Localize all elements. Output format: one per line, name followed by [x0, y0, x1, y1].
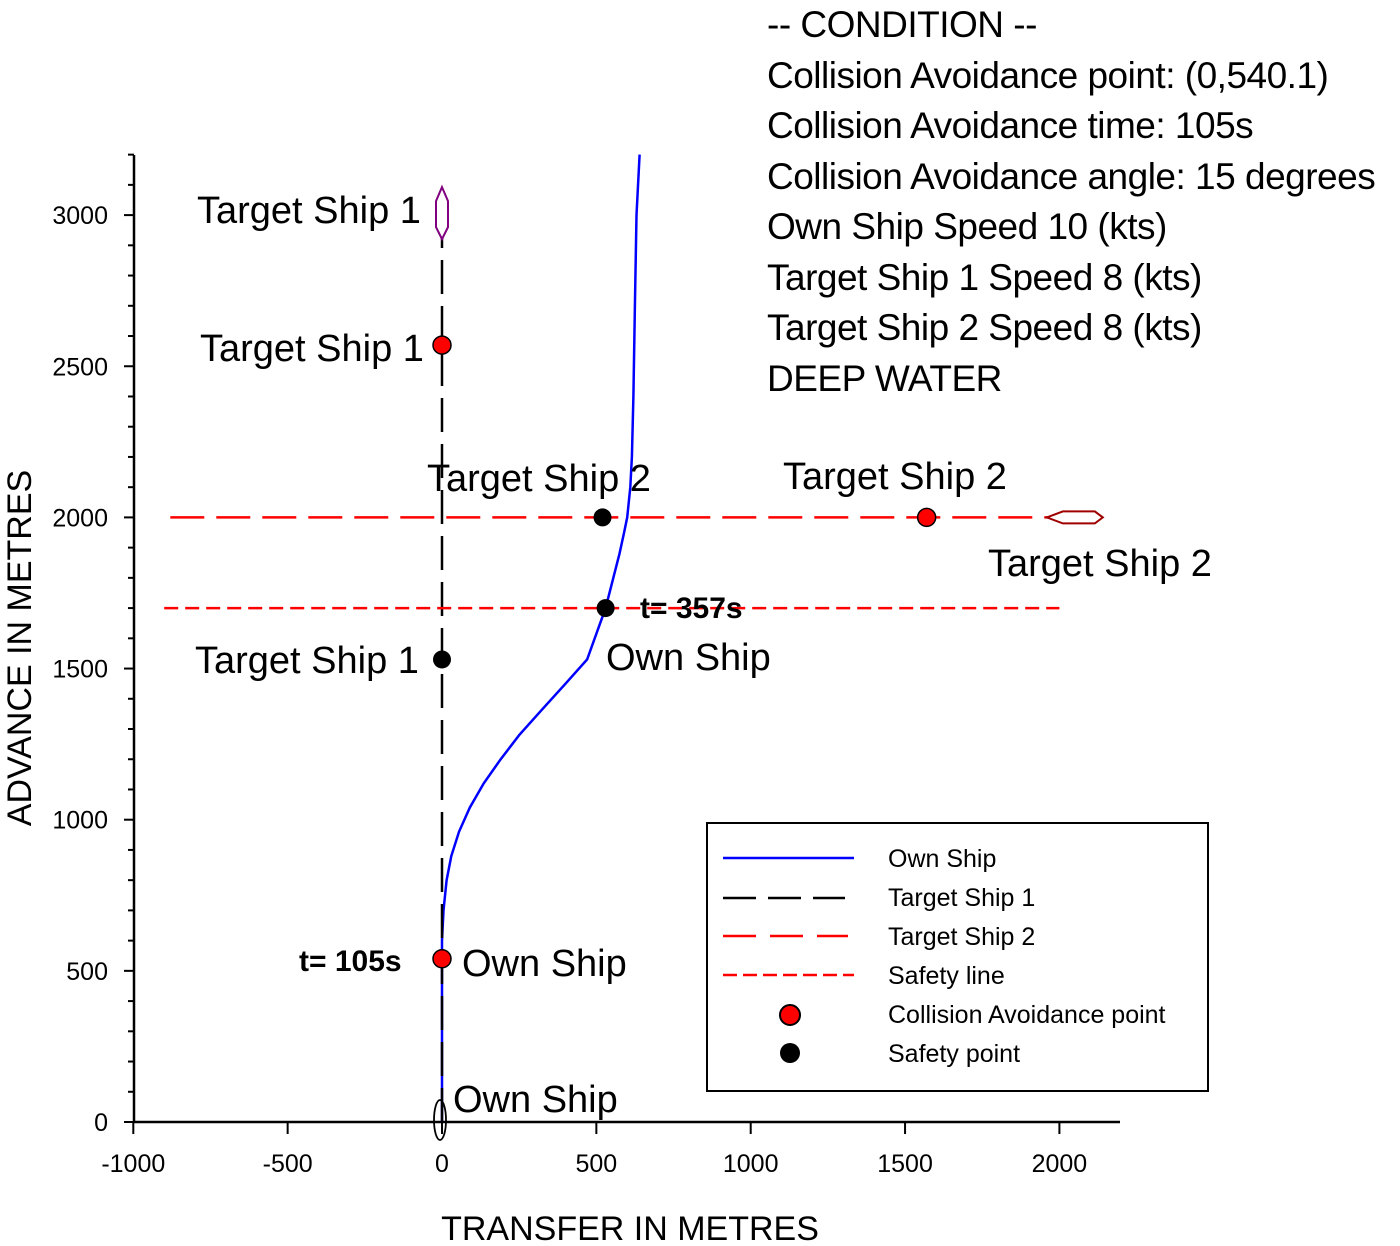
axes: 0 500 1000 1500 2000 2500 3000 -1000 -500 0 500 10…: [1, 153, 1120, 1246]
safety-point: [593, 508, 612, 527]
collision-avoidance-point: [916, 507, 937, 528]
event-points: [432, 335, 937, 969]
condition-water: DEEP WATER: [767, 357, 1002, 399]
y-axis-ticks: 0 500 1000 1500 2000 2500 3000: [52, 153, 134, 1137]
y-tick-label: 3000: [52, 202, 108, 230]
x-axis-title: TRANSFER IN METRES: [441, 1210, 819, 1246]
condition-ts1-speed: Target Ship 1 Speed 8 (kts): [767, 256, 1202, 298]
legend-label-target-ship-2: Target Ship 2: [888, 923, 1035, 951]
y-tick-label: 1000: [52, 807, 108, 835]
x-tick-label: 500: [575, 1150, 617, 1178]
ship-icon-own-ship: [433, 1099, 447, 1141]
legend-label-collision-point: Collision Avoidance point: [888, 1001, 1166, 1029]
condition-ca-angle: Collision Avoidance angle: 15 degrees: [767, 155, 1376, 197]
x-tick-label: -1000: [101, 1150, 165, 1178]
label-ts1-safety: Target Ship 1: [195, 640, 419, 682]
x-axis-ticks: -1000 -500 0 500 1000 1500 2000: [101, 1122, 1087, 1178]
y-tick-label: 2500: [52, 353, 108, 381]
safety-point: [596, 599, 615, 618]
label-t105: t= 105s: [299, 945, 402, 978]
ship-markers: [433, 184, 1105, 1141]
x-tick-label: 0: [435, 1150, 449, 1178]
x-tick-label: -500: [263, 1150, 313, 1178]
condition-own-speed: Own Ship Speed 10 (kts): [767, 206, 1167, 247]
x-tick-label: 2000: [1032, 1150, 1088, 1178]
legend-swatch-collision-point: [779, 1004, 801, 1026]
ship-icon-target-ship-2: [1043, 510, 1105, 525]
annotations: Target Ship 1 Target Ship 1 Target Ship …: [195, 190, 1212, 1121]
condition-header: -- CONDITION --: [767, 4, 1037, 45]
x-tick-label: 1000: [723, 1150, 779, 1178]
legend-label-safety-line: Safety line: [888, 962, 1005, 990]
x-tick-label: 1500: [877, 1150, 933, 1178]
condition-ts2-speed: Target Ship 2 Speed 8 (kts): [767, 307, 1202, 348]
y-axis-title: ADVANCE IN METRES: [1, 470, 39, 826]
collision-avoidance-point: [432, 949, 452, 969]
legend-swatch-safety-point: [780, 1043, 800, 1063]
collision-avoidance-point: [432, 335, 452, 355]
condition-ca-point: Collision Avoidance point: (0,540.1): [767, 54, 1329, 96]
ship-icon-target-ship-1: [435, 184, 449, 242]
safety-point: [433, 650, 451, 669]
label-ts2-collision: Target Ship 2: [783, 456, 1007, 498]
legend: Own Ship Target Ship 1 Target Ship 2 Saf…: [706, 822, 1209, 1092]
condition-panel: -- CONDITION -- Collision Avoidance poin…: [767, 0, 1376, 404]
legend-label-safety-point: Safety point: [888, 1040, 1020, 1068]
label-own-collision: Own Ship: [462, 943, 627, 985]
label-ts1-collision: Target Ship 1: [200, 328, 424, 370]
label-t357: t= 357s: [640, 592, 743, 625]
y-tick-label: 500: [66, 958, 108, 986]
label-ts2-ship: Target Ship 2: [988, 543, 1212, 585]
y-tick-label: 0: [94, 1109, 108, 1137]
label-ts1-top: Target Ship 1: [197, 190, 421, 232]
label-own-start: Own Ship: [453, 1079, 618, 1121]
legend-label-own-ship: Own Ship: [888, 845, 996, 873]
legend-label-target-ship-1: Target Ship 1: [888, 884, 1035, 912]
y-tick-label: 1500: [52, 656, 108, 684]
y-tick-label: 2000: [52, 504, 108, 532]
condition-ca-time: Collision Avoidance time: 105s: [767, 105, 1254, 146]
label-ts2-safety: Target Ship 2: [427, 458, 651, 500]
series-own-ship: [440, 154, 641, 1122]
label-own-safety: Own Ship: [606, 637, 771, 679]
